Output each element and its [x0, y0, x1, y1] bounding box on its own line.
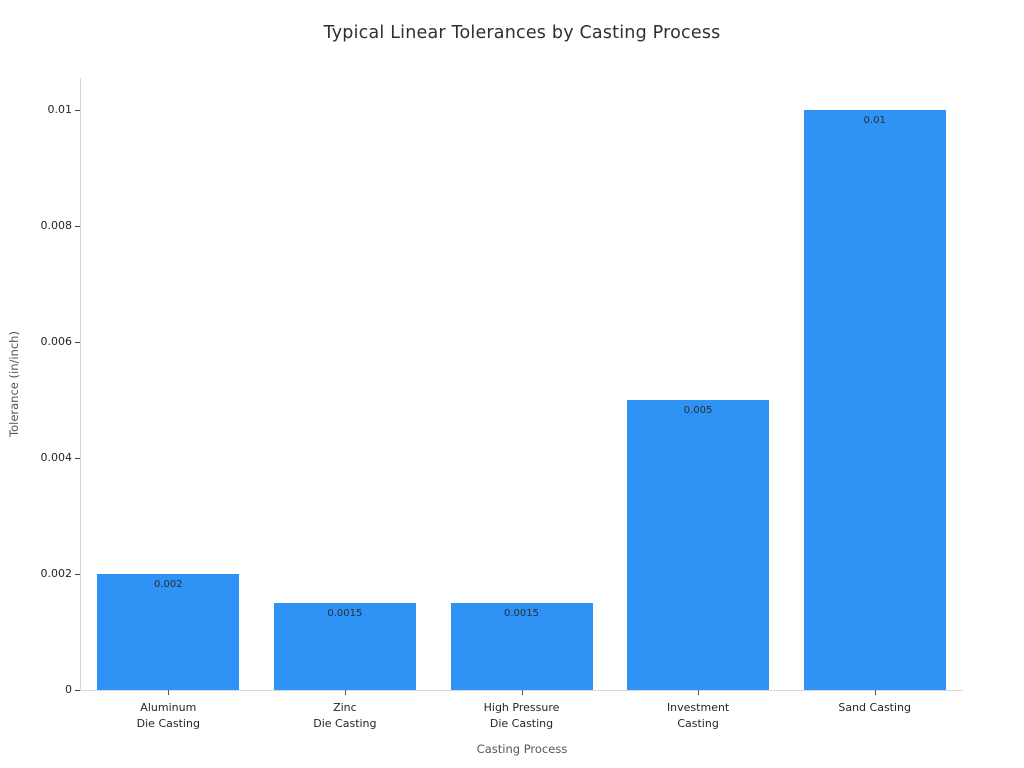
bar-value-label: 0.005	[683, 404, 713, 416]
y-tick-label: 0	[65, 683, 72, 696]
bar-value-label: 0.0015	[327, 607, 363, 619]
bar-value-label: 0.002	[153, 578, 183, 590]
bar	[97, 573, 240, 690]
y-tick-mark	[75, 690, 80, 691]
x-tick-label: Aluminum Die Casting	[136, 701, 200, 730]
y-tick-label: 0.006	[40, 334, 73, 348]
y-tick-label: 0.01	[47, 102, 73, 116]
bar	[627, 399, 770, 690]
x-tick-label: High Pressure Die Casting	[483, 701, 560, 730]
x-tick-label: Investment Casting	[666, 701, 730, 730]
x-tick-mark	[698, 690, 700, 695]
bar	[450, 602, 593, 690]
y-tick-label: 0.008	[40, 218, 73, 232]
x-axis-title: Casting Process	[476, 742, 568, 756]
bar	[803, 109, 946, 690]
y-axis-title: Tolerance (in/inch)	[7, 331, 21, 437]
x-tick-label: Sand Casting	[838, 701, 912, 714]
y-tick-mark	[75, 225, 80, 227]
bar	[273, 602, 416, 690]
chart-title: Typical Linear Tolerances by Casting Pro…	[323, 23, 721, 43]
y-tick-mark	[75, 573, 80, 575]
x-tick-mark	[344, 690, 346, 695]
y-tick-mark	[75, 341, 80, 343]
x-tick-mark	[521, 690, 523, 695]
y-tick-label: 0.002	[40, 566, 73, 580]
y-axis-spine	[80, 78, 81, 690]
bar-value-label: 0.0015	[504, 607, 539, 619]
y-tick-mark	[75, 457, 80, 459]
x-tick-label: Zinc Die Casting	[313, 701, 377, 730]
y-tick-mark	[75, 109, 80, 111]
x-tick-mark	[874, 690, 876, 695]
y-tick-label: 0.004	[40, 450, 73, 464]
bar-value-label: 0.01	[863, 114, 886, 126]
x-tick-mark	[168, 690, 170, 695]
